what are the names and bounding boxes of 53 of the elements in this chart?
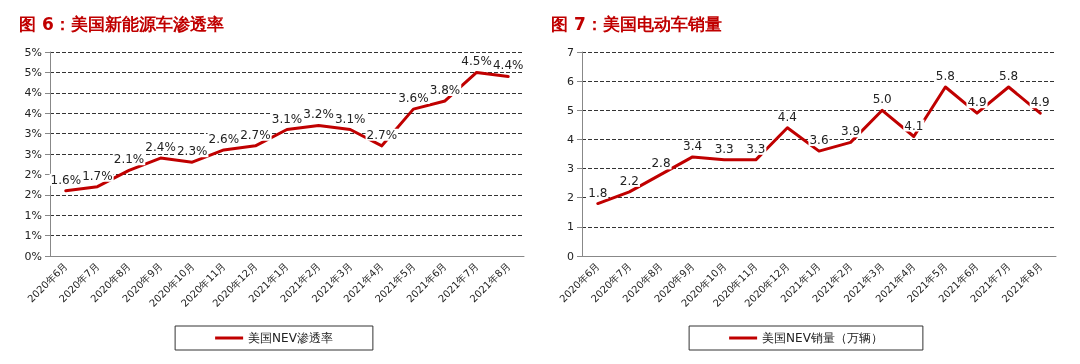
data-label: 4.1 bbox=[904, 118, 924, 133]
data-label: 2.6% bbox=[208, 131, 240, 146]
legend-label: 美国NEV渗透率 bbox=[248, 331, 333, 345]
data-label: 2.7% bbox=[240, 127, 271, 142]
y-tick-label: 3% bbox=[24, 127, 42, 141]
data-label: 1.6% bbox=[50, 172, 82, 187]
data-label: 2.3% bbox=[176, 144, 208, 159]
y-tick-label: 4 bbox=[567, 132, 574, 146]
data-label: 2.4% bbox=[145, 140, 176, 155]
data-label: 3.2% bbox=[303, 107, 334, 122]
y-tick-label: 3 bbox=[567, 162, 574, 176]
y-tick-label: 1 bbox=[567, 220, 574, 234]
y-tick-label: 6 bbox=[567, 74, 574, 88]
data-label: 2.2 bbox=[619, 173, 639, 188]
data-label: 3.3 bbox=[746, 141, 766, 156]
y-tick-label: 2% bbox=[24, 188, 42, 202]
y-tick-label: 2% bbox=[24, 167, 42, 181]
data-label: 5.8 bbox=[999, 68, 1019, 83]
data-label: 3.6% bbox=[398, 91, 429, 106]
data-label: 3.4 bbox=[683, 138, 703, 153]
chart-title: 图 6：美国新能源车渗透率 bbox=[19, 13, 224, 34]
y-tick-label: 7 bbox=[567, 45, 574, 59]
y-tick-label: 0 bbox=[567, 249, 574, 263]
data-label: 4.4 bbox=[777, 109, 797, 124]
data-label: 1.7% bbox=[82, 168, 113, 183]
data-label: 4.4% bbox=[492, 58, 524, 73]
chart-title: 图 7：美国电动车销量 bbox=[551, 13, 722, 34]
data-label: 1.8 bbox=[588, 185, 608, 200]
legend-label: 美国NEV销量（万辆） bbox=[762, 331, 883, 345]
y-tick-label: 5% bbox=[24, 65, 42, 79]
data-label: 3.9 bbox=[841, 124, 861, 139]
y-tick-label: 2 bbox=[567, 191, 574, 205]
data-label: 2.8 bbox=[651, 156, 671, 171]
data-label: 4.9 bbox=[1030, 95, 1050, 110]
y-tick-label: 0% bbox=[24, 249, 42, 263]
data-label: 4.9 bbox=[967, 95, 987, 110]
data-label: 4.5% bbox=[461, 54, 492, 69]
data-label: 3.1% bbox=[271, 111, 303, 126]
data-label: 3.1% bbox=[334, 111, 366, 126]
data-label: 3.6 bbox=[809, 133, 829, 148]
y-tick-label: 5 bbox=[567, 103, 574, 117]
y-tick-label: 3% bbox=[24, 147, 42, 161]
data-label: 2.7% bbox=[366, 127, 398, 142]
data-label: 2.1% bbox=[113, 152, 145, 167]
data-label: 5.0 bbox=[872, 92, 892, 107]
data-label: 3.8% bbox=[429, 82, 461, 97]
y-tick-label: 5% bbox=[24, 45, 42, 59]
y-tick-label: 1% bbox=[24, 229, 42, 243]
y-tick-label: 4% bbox=[24, 106, 42, 120]
y-tick-label: 4% bbox=[24, 86, 42, 100]
data-label: 5.8 bbox=[935, 68, 955, 83]
data-label: 3.3 bbox=[714, 141, 734, 156]
y-tick-label: 1% bbox=[24, 208, 42, 222]
